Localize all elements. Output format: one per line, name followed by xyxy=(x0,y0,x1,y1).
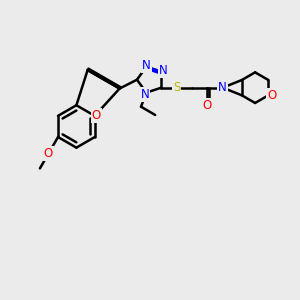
Text: N: N xyxy=(159,64,167,77)
Text: N: N xyxy=(218,81,227,94)
Text: S: S xyxy=(173,81,181,94)
Text: N: N xyxy=(140,88,149,100)
Text: O: O xyxy=(92,109,101,122)
Text: N: N xyxy=(142,59,151,72)
Text: O: O xyxy=(267,89,277,102)
Text: O: O xyxy=(44,147,53,160)
Text: O: O xyxy=(203,98,212,112)
